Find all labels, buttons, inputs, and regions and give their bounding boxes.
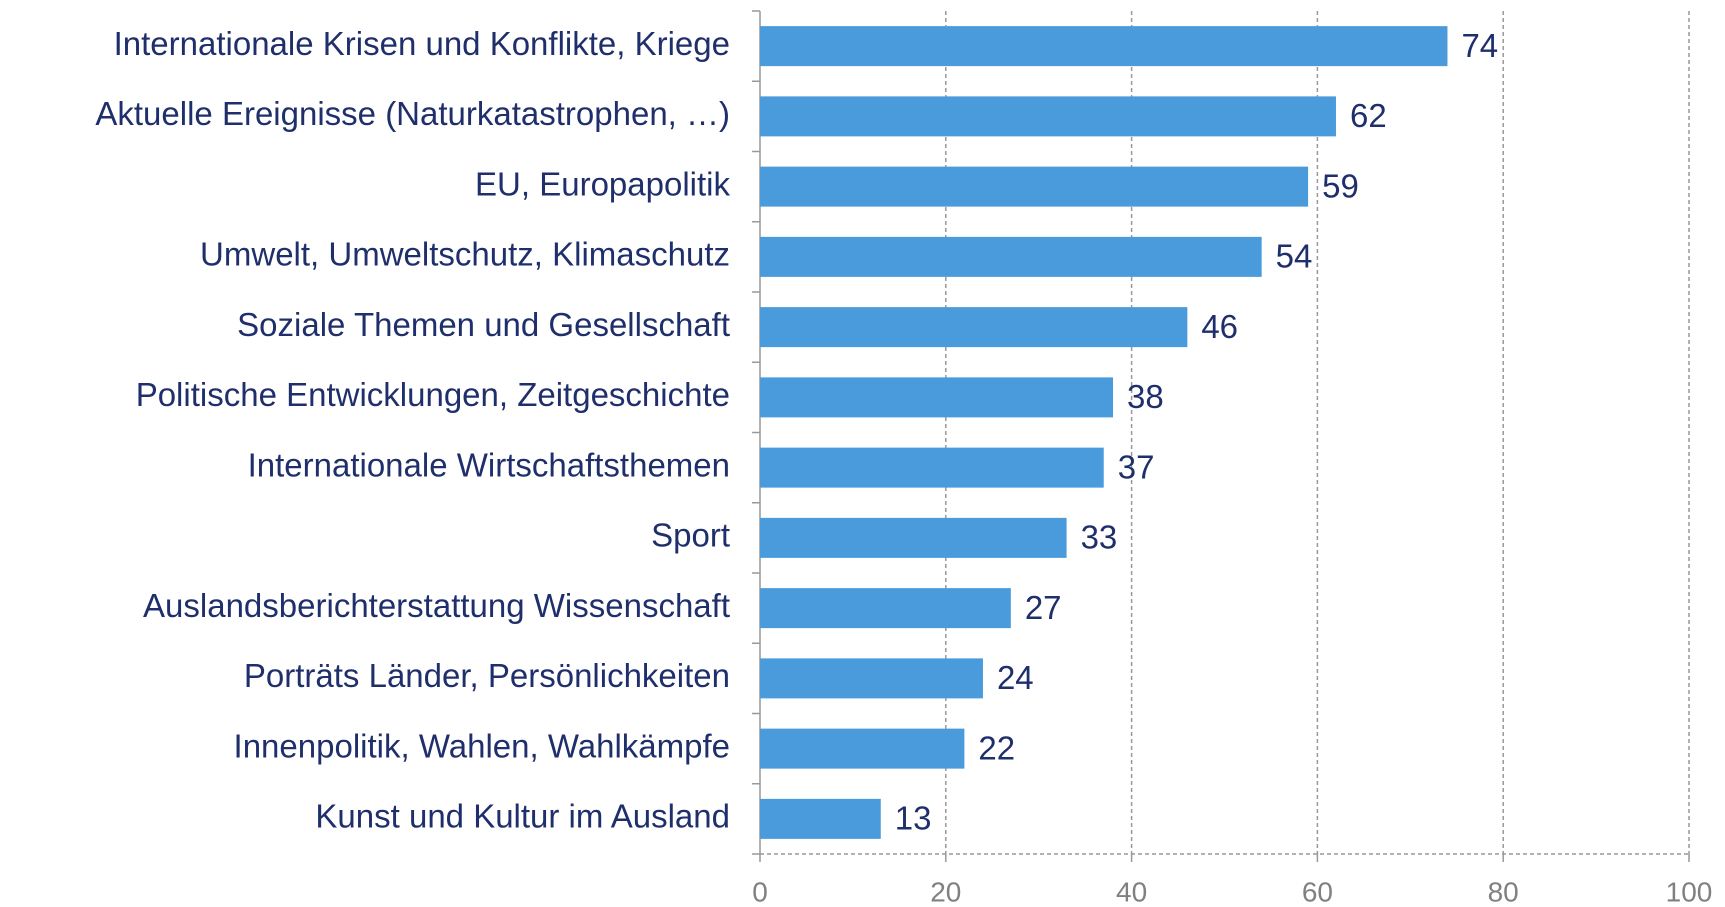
y-tick-label: Internationale Krisen und Konflikte, Kri… bbox=[114, 25, 730, 62]
data-label: 37 bbox=[1118, 448, 1155, 485]
data-label: 13 bbox=[895, 800, 932, 837]
bar bbox=[760, 447, 1104, 488]
bar bbox=[760, 377, 1114, 418]
data-label: 54 bbox=[1276, 238, 1313, 275]
bar bbox=[760, 588, 1011, 629]
bar bbox=[760, 728, 965, 769]
data-label: 27 bbox=[1025, 589, 1062, 626]
bar bbox=[760, 26, 1448, 67]
x-tick-label: 40 bbox=[1116, 876, 1147, 907]
bar bbox=[760, 96, 1336, 137]
data-label: 33 bbox=[1081, 519, 1118, 556]
bar bbox=[760, 798, 881, 839]
y-tick-label: Internationale Wirtschaftsthemen bbox=[248, 446, 730, 483]
y-tick-label: Soziale Themen und Gesellschaft bbox=[237, 306, 730, 343]
y-tick-label: Kunst und Kultur im Ausland bbox=[315, 798, 730, 835]
x-tick-label: 0 bbox=[752, 876, 768, 907]
y-tick-label: EU, Europapolitik bbox=[475, 165, 730, 202]
y-tick-label: Aktuelle Ereignisse (Naturkatastrophen, … bbox=[95, 95, 730, 132]
data-label: 24 bbox=[997, 659, 1034, 696]
data-label: 22 bbox=[978, 729, 1015, 766]
y-tick-label: Sport bbox=[651, 517, 730, 554]
bar bbox=[760, 236, 1262, 277]
bar bbox=[760, 658, 983, 699]
bar bbox=[760, 307, 1188, 348]
y-tick-label: Politische Entwicklungen, Zeitgeschichte bbox=[136, 376, 730, 413]
y-tick-label: Porträts Länder, Persönlichkeiten bbox=[244, 657, 730, 694]
y-tick-label: Innenpolitik, Wahlen, Wahlkämpfe bbox=[234, 727, 730, 764]
x-tick-label: 80 bbox=[1488, 876, 1519, 907]
data-label: 74 bbox=[1461, 27, 1498, 64]
y-tick-label: Auslandsberichterstattung Wissenschaft bbox=[143, 587, 730, 624]
bar bbox=[760, 166, 1309, 207]
x-tick-label: 60 bbox=[1302, 876, 1333, 907]
data-label: 38 bbox=[1127, 378, 1164, 415]
x-tick-label: 100 bbox=[1666, 876, 1713, 907]
data-label: 62 bbox=[1350, 97, 1387, 134]
bar bbox=[760, 517, 1067, 558]
y-tick-label: Umwelt, Umweltschutz, Klimaschutz bbox=[200, 236, 730, 273]
data-label: 46 bbox=[1201, 308, 1238, 345]
data-label: 59 bbox=[1322, 167, 1359, 204]
x-tick-label: 20 bbox=[930, 876, 961, 907]
